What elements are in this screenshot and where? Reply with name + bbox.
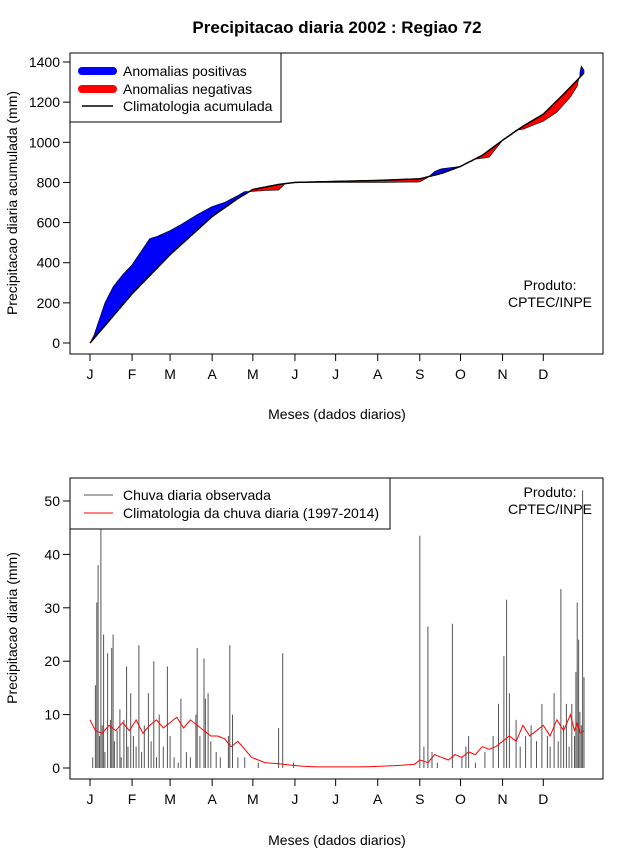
legend-label-observed: Chuva diaria observada <box>123 487 271 503</box>
bottom-y-tick-label: 0 <box>52 760 60 776</box>
top-y-tick-label: 1200 <box>29 94 60 110</box>
negative-anomaly-area-8 <box>518 77 579 131</box>
bottom-x-tick-label: O <box>455 791 466 807</box>
top-y-tick-label: 0 <box>52 335 60 351</box>
bottom-x-tick-label: J <box>332 791 339 807</box>
bottom-x-tick-label: S <box>415 791 424 807</box>
product-source-top: CPTEC/INPE <box>508 294 592 310</box>
legend-bottom: Chuva diaria observada Climatologia da c… <box>69 477 391 530</box>
top-x-tick-label: N <box>498 366 508 382</box>
y-axis-label-bottom: Precipitacao diaria (mm) <box>4 552 20 704</box>
bottom-x-tick-label: D <box>538 791 548 807</box>
positive-anomaly-area-0 <box>91 191 250 343</box>
y-axis-label-top: Precipitacao diaria acumulada (mm) <box>4 91 20 315</box>
daily-climatology-line <box>89 713 585 768</box>
legend-label-climatology: Climatologia acumulada <box>123 98 273 114</box>
top-x-tick-label: J <box>87 366 94 382</box>
product-source-bottom: CPTEC/INPE <box>508 501 592 517</box>
product-label-top: Produto: <box>524 277 577 293</box>
top-x-tick-label: M <box>164 366 176 382</box>
x-axis-label-top: Meses (dados diarios) <box>268 406 406 422</box>
legend-box-bottom <box>69 477 391 530</box>
top-x-tick-label: A <box>207 366 217 382</box>
top-y-tick-label: 400 <box>37 255 61 271</box>
bottom-x-tick-label: J <box>87 791 94 807</box>
panel-cumulative: 0 200 400 600 800 1000 1200 1400 J F M A M J J A S O N D M… <box>4 52 604 422</box>
top-x-tick-label: S <box>415 366 424 382</box>
bottom-x-tick-label: M <box>164 791 176 807</box>
legend-label-negative: Anomalias negativas <box>123 81 252 97</box>
top-x-tick-label: M <box>247 366 259 382</box>
top-y-tick-label: 1000 <box>29 134 60 150</box>
bottom-y-tick-label: 40 <box>44 546 60 562</box>
product-label-bottom: Produto: <box>524 484 577 500</box>
panel-daily: 0 10 20 30 40 50 J F M A M J J A S O N D Meses (dados di… <box>4 477 604 848</box>
x-axis-label-bottom: Meses (dados diarios) <box>268 832 406 848</box>
chart-title: Precipitacao diaria 2002 : Regiao 72 <box>192 18 481 37</box>
bottom-x-tick-label: A <box>373 791 383 807</box>
top-y-tick-label: 800 <box>37 174 61 190</box>
bottom-y-tick-label: 10 <box>44 707 60 723</box>
bottom-x-tick-label: N <box>498 791 508 807</box>
legend-label-positive: Anomalias positivas <box>123 63 247 79</box>
top-x-tick-label: A <box>373 366 383 382</box>
bottom-x-tick-label: A <box>207 791 217 807</box>
bottom-y-tick-label: 50 <box>44 493 60 509</box>
bottom-x-tick-label: M <box>247 791 259 807</box>
legend-top: Anomalias positivas Anomalias negativas … <box>69 52 282 123</box>
top-y-tick-label: 200 <box>37 295 61 311</box>
y-axis-top: 0 200 400 600 800 1000 1200 1400 <box>29 54 71 351</box>
top-y-tick-label: 600 <box>37 215 61 231</box>
bottom-y-tick-label: 30 <box>44 600 60 616</box>
y-axis-bottom: 0 10 20 30 40 50 <box>44 493 71 776</box>
bottom-x-tick-label: F <box>128 791 137 807</box>
climatology-line <box>89 72 585 344</box>
observed-bars <box>92 490 585 768</box>
bottom-x-tick-label: J <box>291 791 298 807</box>
top-y-tick-label: 1400 <box>29 54 60 70</box>
top-x-tick-label: J <box>291 366 298 382</box>
top-x-tick-label: D <box>538 366 548 382</box>
top-x-tick-label: F <box>128 366 137 382</box>
top-x-tick-label: O <box>455 366 466 382</box>
legend-label-climatology-daily: Climatologia da chuva diaria (1997-2014) <box>123 505 379 521</box>
bottom-y-tick-label: 20 <box>44 653 60 669</box>
top-x-tick-label: J <box>332 366 339 382</box>
